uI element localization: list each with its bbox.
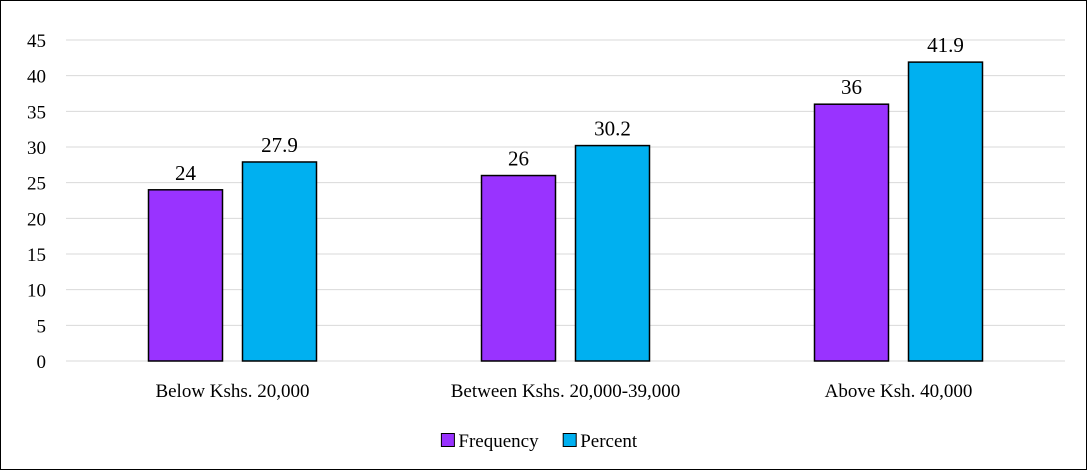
y-tick-label: 30 [27,138,46,159]
data-label: 41.9 [927,33,964,57]
gridlines [66,39,1065,326]
bar-percent [574,144,651,362]
bar-frequency [147,189,224,362]
data-label: 27.9 [261,133,298,157]
legend-label-percent: Percent [580,431,638,452]
bar-percent [241,161,318,362]
legend: Frequency Percent [440,431,638,452]
bar-percent [907,61,984,362]
y-tick-label: 0 [37,352,47,373]
data-label: 24 [175,161,197,185]
y-axis-ticks: 0 5 10 15 20 25 30 35 40 45 [27,31,46,373]
y-tick-label: 20 [27,209,46,230]
x-category-label: Between Kshs. 20,000-39,000 [451,381,681,402]
legend-swatch-frequency [440,433,455,447]
y-tick-label: 5 [37,316,47,337]
data-label: 26 [508,147,529,171]
data-label: 30.2 [594,117,631,141]
x-category-label: Below Kshs. 20,000 [155,381,309,402]
y-tick-label: 10 [27,281,46,302]
y-tick-label: 40 [27,67,46,88]
y-tick-label: 15 [27,245,46,266]
y-tick-label: 25 [27,174,46,195]
data-label: 36 [841,75,862,99]
bar-frequency [813,103,890,362]
legend-swatch-percent [562,433,577,447]
bars [147,61,984,362]
y-tick-label: 35 [27,102,46,123]
y-tick-label: 45 [27,31,46,52]
legend-label-frequency: Frequency [458,431,539,452]
data-labels: 24 27.9 26 30.2 36 41.9 [175,33,964,185]
x-category-label: Above Ksh. 40,000 [825,381,973,402]
bar-frequency [480,174,557,362]
x-axis-categories: Below Kshs. 20,000 Between Kshs. 20,000-3… [155,381,972,402]
